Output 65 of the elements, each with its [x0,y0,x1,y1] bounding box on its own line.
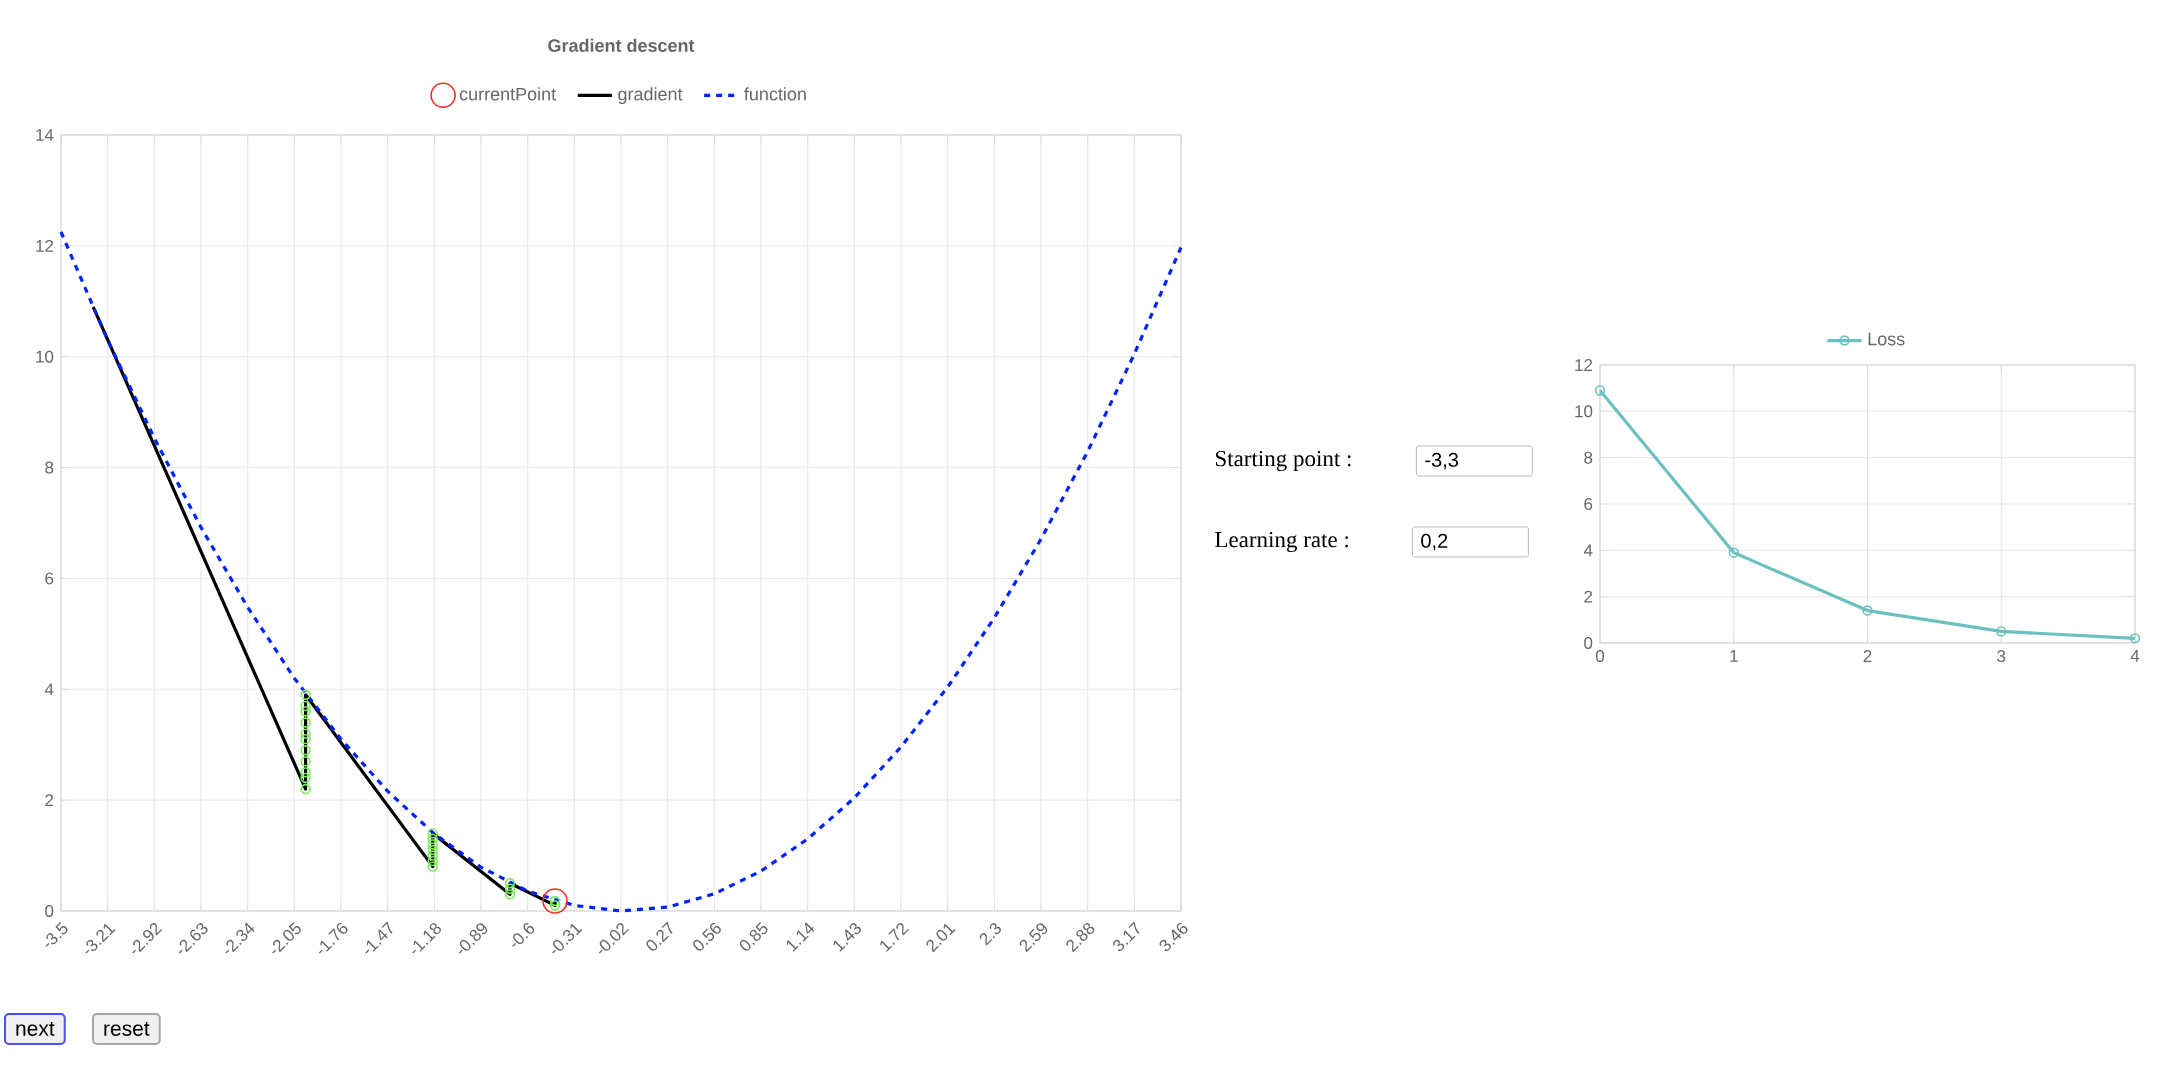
y-tick-label: 2 [45,794,54,807]
point [427,833,438,845]
point [504,883,516,895]
y-tick-label: 10 [1575,405,1593,418]
point [427,828,438,839]
y-tick-label: 12 [1575,359,1593,371]
legend-label: currentPoint [459,87,556,101]
point [504,889,516,900]
point [504,878,516,889]
text: Learning rate : [1215,531,1348,553]
text: reset [104,1022,150,1036]
point [300,717,311,728]
x-tick-label: 2.3 [979,922,1001,946]
y-tick-label: 2 [1584,590,1593,603]
point [300,756,311,767]
point [300,772,311,784]
y-tick-label: 0 [45,904,54,917]
point [427,844,438,856]
legend-label: gradient [618,87,683,105]
y-tick-label: 8 [45,461,54,474]
point [300,728,311,739]
point [1594,385,1606,396]
point [300,689,311,701]
legend-label: function [744,87,806,101]
text: 0,2 [1421,533,1448,551]
point [300,700,311,712]
text: next [16,1022,55,1036]
point [1996,626,2007,637]
point [427,855,438,867]
x-tick-label: 4 [2130,650,2140,662]
point [300,733,311,745]
point [427,861,438,872]
y-tick-label: 14 [36,129,54,141]
point [300,745,311,756]
point [1862,605,1873,616]
x-tick-label: 2 [1863,650,1872,662]
x-tick-label: 2.01 [926,923,956,953]
y-tick-label: 8 [1584,451,1593,464]
x-tick-label: 3.46 [1159,922,1188,951]
point [427,850,438,861]
point [542,888,568,914]
y-tick-label: 4 [1583,544,1593,557]
x-tick-label: -3.5 [45,922,68,947]
point [300,706,311,717]
y-tick-label: 10 [36,350,54,363]
line-series [59,230,1183,913]
point [300,767,311,778]
point [2129,633,2141,644]
x-tick-label: 1 [1730,650,1738,662]
y-tick-label: 0 [1584,636,1593,649]
y-tick-label: 12 [36,239,54,252]
x-tick-label: 0 [1595,650,1605,663]
legend-label: Loss [1868,332,1905,346]
x-tick-label: 3 [1997,650,2006,663]
y-tick-label: 6 [45,572,54,585]
point [427,839,438,850]
x-tick-label: -0.6 [512,922,535,947]
point [300,783,311,795]
x-tick-label: 0.56 [693,922,721,951]
y-tick-label: 4 [44,683,54,696]
point [1728,547,1739,558]
text: Starting point : [1215,450,1351,472]
text: -3,3 [1425,452,1459,470]
chart-title: Gradient descent [548,38,695,52]
y-tick-label: 6 [1584,497,1593,510]
